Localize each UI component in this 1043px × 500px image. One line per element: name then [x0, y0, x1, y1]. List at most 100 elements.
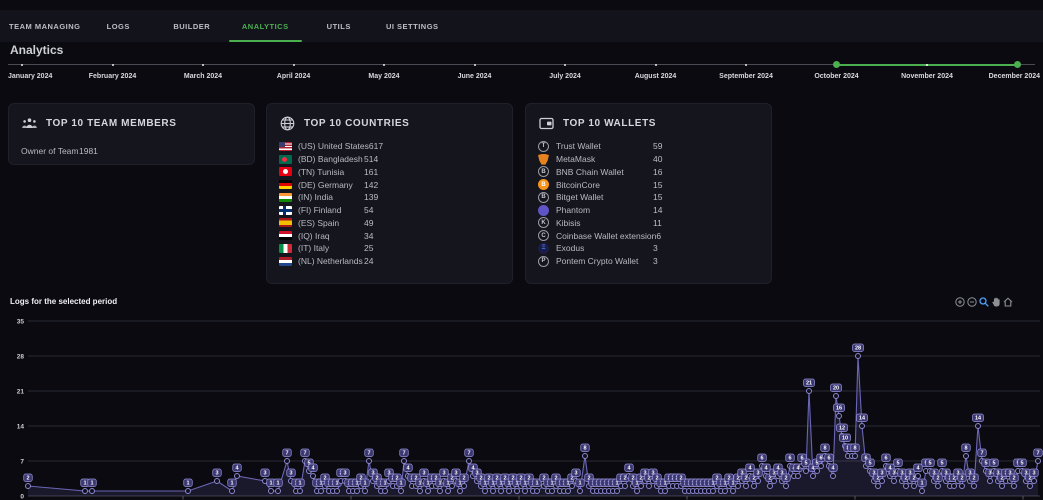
data-point-marker[interactable] — [830, 473, 836, 479]
data-point-marker[interactable] — [214, 478, 220, 484]
data-point-marker[interactable] — [354, 488, 360, 494]
data-point-marker[interactable] — [582, 453, 588, 459]
tab-builder[interactable]: BUILDER — [173, 21, 211, 31]
data-point-marker[interactable] — [482, 488, 488, 494]
data-point-marker[interactable] — [1031, 478, 1037, 484]
data-point-marker[interactable] — [234, 473, 240, 479]
data-point-marker[interactable] — [268, 488, 274, 494]
data-point-marker[interactable] — [915, 473, 921, 479]
data-point-marker[interactable] — [1035, 458, 1041, 464]
data-point-marker[interactable] — [891, 478, 897, 484]
data-point-marker[interactable] — [662, 488, 668, 494]
data-point-marker[interactable] — [646, 483, 652, 489]
data-point-marker[interactable] — [437, 488, 443, 494]
data-point-marker[interactable] — [334, 488, 340, 494]
data-point-marker[interactable] — [833, 393, 839, 399]
data-point-marker[interactable] — [855, 353, 861, 359]
data-point-marker[interactable] — [522, 488, 528, 494]
data-point-marker[interactable] — [814, 468, 820, 474]
data-point-marker[interactable] — [879, 478, 885, 484]
data-point-marker[interactable] — [498, 488, 504, 494]
data-point-marker[interactable] — [783, 483, 789, 489]
zoom-in-icon[interactable] — [955, 297, 965, 307]
timeline-range-slider[interactable]: January 2024 February 2024 March 2024 April… — [0, 58, 1043, 86]
data-point-marker[interactable] — [771, 478, 777, 484]
data-point-marker[interactable] — [751, 483, 757, 489]
data-point-marker[interactable] — [284, 458, 290, 464]
slider-handle-start[interactable] — [833, 61, 840, 68]
data-point-marker[interactable] — [999, 483, 1005, 489]
data-point-marker[interactable] — [767, 483, 773, 489]
data-point-marker[interactable] — [549, 488, 555, 494]
data-point-marker[interactable] — [1011, 483, 1017, 489]
data-point-marker[interactable] — [229, 488, 235, 494]
data-point-marker[interactable] — [743, 483, 749, 489]
tab-analytics[interactable]: ANALYTICS — [228, 10, 303, 42]
data-point-marker[interactable] — [975, 423, 981, 429]
data-point-marker[interactable] — [569, 483, 575, 489]
data-point-marker[interactable] — [634, 488, 640, 494]
data-point-marker[interactable] — [461, 483, 467, 489]
data-point-marker[interactable] — [401, 458, 407, 464]
data-point-marker[interactable] — [449, 483, 455, 489]
data-point-marker[interactable] — [810, 473, 816, 479]
data-point-marker[interactable] — [722, 488, 728, 494]
data-point-marker[interactable] — [82, 488, 88, 494]
data-point-marker[interactable] — [852, 453, 858, 459]
data-point-marker[interactable] — [919, 488, 925, 494]
data-point-marker[interactable] — [565, 488, 571, 494]
data-point-marker[interactable] — [577, 488, 583, 494]
data-point-marker[interactable] — [806, 388, 812, 394]
data-point-marker[interactable] — [366, 458, 372, 464]
data-point-marker[interactable] — [614, 488, 620, 494]
data-point-marker[interactable] — [911, 483, 917, 489]
data-point-marker[interactable] — [25, 483, 31, 489]
tab-utils[interactable]: UTILS — [326, 21, 351, 31]
home-icon[interactable] — [1003, 297, 1013, 307]
data-point-marker[interactable] — [297, 488, 303, 494]
data-point-marker[interactable] — [959, 483, 965, 489]
tab-logs[interactable]: LOGS — [106, 21, 130, 31]
data-point-marker[interactable] — [362, 488, 368, 494]
data-point-marker[interactable] — [622, 483, 628, 489]
data-point-marker[interactable] — [398, 488, 404, 494]
data-point-marker[interactable] — [795, 473, 801, 479]
data-point-marker[interactable] — [730, 488, 736, 494]
data-point-marker[interactable] — [534, 488, 540, 494]
data-point-marker[interactable] — [445, 488, 451, 494]
data-point-marker[interactable] — [951, 483, 957, 489]
data-point-marker[interactable] — [859, 423, 865, 429]
data-point-marker[interactable] — [310, 473, 316, 479]
data-point-marker[interactable] — [963, 453, 969, 459]
box-zoom-icon[interactable] — [979, 297, 989, 307]
data-point-marker[interactable] — [875, 483, 881, 489]
data-point-marker[interactable] — [803, 468, 809, 474]
tab-ui-settings[interactable]: UI SETTINGS — [385, 21, 439, 31]
data-point-marker[interactable] — [710, 488, 716, 494]
data-point-marker[interactable] — [987, 478, 993, 484]
logs-chart[interactable]: 0714212835211131431173117541121113311121… — [0, 312, 1043, 500]
data-point-marker[interactable] — [466, 458, 472, 464]
data-point-marker[interactable] — [638, 483, 644, 489]
data-point-marker[interactable] — [514, 488, 520, 494]
data-point-marker[interactable] — [425, 488, 431, 494]
slider-track[interactable] — [8, 64, 1035, 65]
zoom-out-icon[interactable] — [967, 297, 977, 307]
data-point-marker[interactable] — [490, 488, 496, 494]
data-point-marker[interactable] — [971, 483, 977, 489]
tab-team-managing[interactable]: TEAM MANAGING — [9, 21, 81, 31]
slider-handle-end[interactable] — [1014, 61, 1021, 68]
data-point-marker[interactable] — [382, 488, 388, 494]
data-point-marker[interactable] — [318, 488, 324, 494]
data-point-marker[interactable] — [417, 488, 423, 494]
data-point-marker[interactable] — [1027, 483, 1033, 489]
data-point-marker[interactable] — [735, 483, 741, 489]
data-point-marker[interactable] — [185, 488, 191, 494]
data-point-marker[interactable] — [457, 488, 463, 494]
data-point-marker[interactable] — [818, 463, 824, 469]
data-point-marker[interactable] — [755, 478, 761, 484]
data-point-marker[interactable] — [836, 413, 842, 419]
data-point-marker[interactable] — [89, 488, 95, 494]
data-point-marker[interactable] — [903, 483, 909, 489]
pan-icon[interactable] — [991, 297, 1001, 307]
